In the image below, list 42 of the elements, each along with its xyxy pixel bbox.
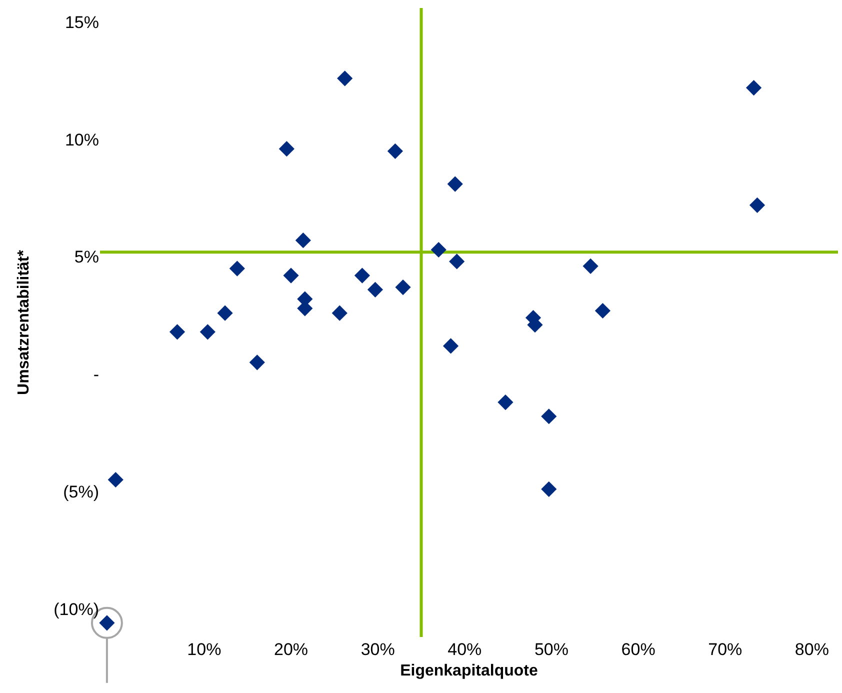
point — [283, 268, 299, 284]
x-axis-title: Eigenkapitalquote — [400, 662, 538, 680]
y-axis-title: Umsatzrentabilität* — [16, 249, 33, 395]
point — [249, 354, 265, 370]
x-tick-label: 20% — [274, 640, 308, 659]
x-tick-label: 50% — [534, 640, 568, 659]
x-tick-label: 40% — [448, 640, 482, 659]
point — [442, 338, 459, 354]
point — [594, 302, 611, 319]
point — [387, 143, 403, 159]
point — [582, 258, 598, 274]
point — [108, 472, 124, 488]
y-tick-label: (5%) — [63, 482, 99, 502]
point — [447, 176, 463, 192]
y-tick-label: 5% — [74, 248, 99, 267]
x-tick-label: 60% — [621, 640, 656, 659]
y-tick-label: 15% — [64, 13, 99, 32]
point — [498, 394, 514, 410]
point — [449, 254, 465, 270]
y-tick-label: (10%) — [54, 600, 99, 619]
x-tick-label: 70% — [708, 640, 742, 659]
x-tick-label: 80% — [794, 640, 829, 659]
point — [367, 282, 384, 298]
point — [332, 305, 348, 321]
point — [169, 324, 186, 340]
point — [749, 197, 766, 213]
point — [200, 324, 216, 340]
point — [541, 408, 557, 424]
x-tick-label: 30% — [360, 640, 395, 659]
x-tick-label: 10% — [187, 640, 222, 659]
point — [337, 70, 353, 86]
y-tick-label: 10% — [64, 130, 99, 150]
point — [430, 242, 446, 258]
point — [395, 279, 411, 296]
point — [354, 268, 370, 284]
point — [229, 260, 245, 276]
point — [541, 481, 557, 497]
point — [278, 141, 294, 157]
y-tick-label: - — [93, 365, 99, 384]
point — [217, 305, 233, 321]
point — [295, 232, 311, 248]
point — [746, 80, 762, 96]
